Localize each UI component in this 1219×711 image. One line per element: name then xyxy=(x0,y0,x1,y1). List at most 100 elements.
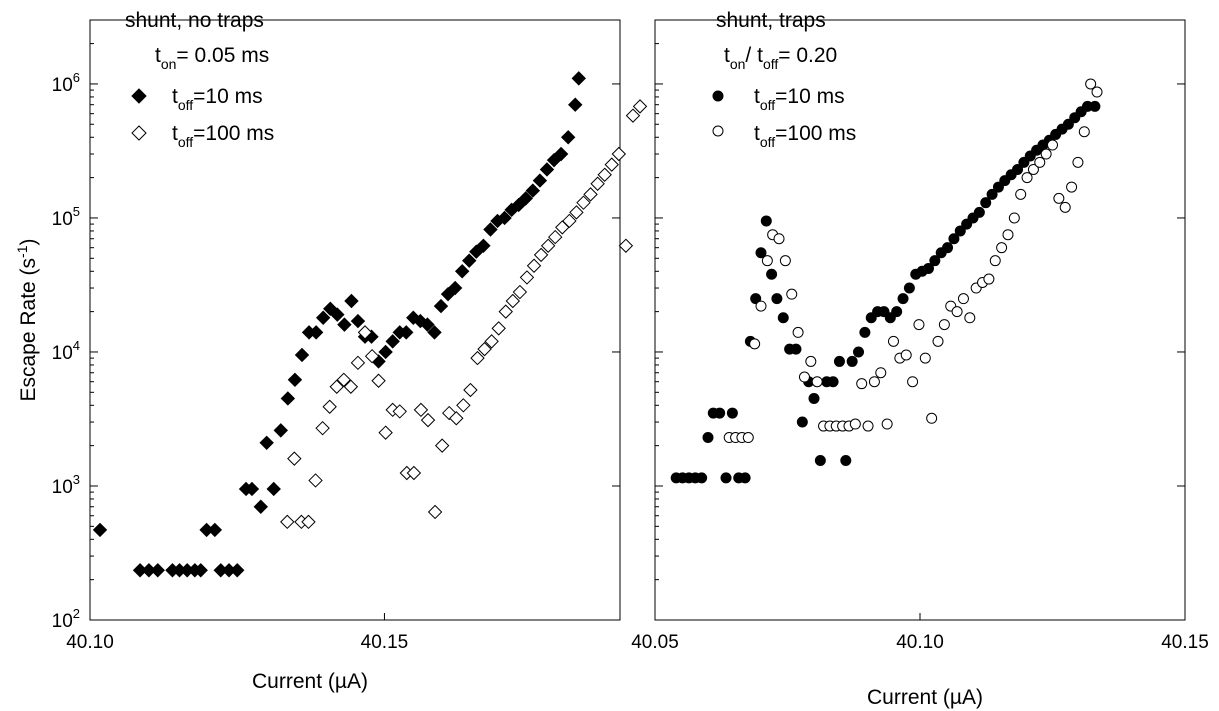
right-series-2-point xyxy=(856,378,868,390)
left-series-2-point xyxy=(548,229,563,245)
left-series-1-point xyxy=(454,264,470,279)
left-series-2-point xyxy=(420,412,436,428)
right-series-2-point xyxy=(907,376,919,388)
left-series-1-point xyxy=(323,301,338,316)
left-plot-frame xyxy=(89,19,621,621)
left-series-2-point xyxy=(505,293,521,309)
legend-diamond-filled-marker xyxy=(131,88,147,104)
left-series-2-point xyxy=(540,238,556,253)
right-series-1-point xyxy=(714,407,726,419)
left-series-1-point xyxy=(330,307,345,322)
left-series-2-point xyxy=(434,438,450,453)
right-series-1-point xyxy=(760,215,772,227)
right-series-2-point xyxy=(1015,188,1027,200)
left-series-1-point xyxy=(447,280,463,296)
legend-circle-open-marker xyxy=(712,125,724,137)
left-series-1-point xyxy=(385,334,400,349)
right-series-1-point xyxy=(853,346,865,358)
legend-circle-filled-marker xyxy=(712,90,724,102)
left-series-1-point xyxy=(497,210,512,226)
right-series-1-point xyxy=(1012,163,1024,175)
right-series-1-point xyxy=(1062,118,1074,130)
left-series-2-point xyxy=(470,350,485,366)
left-series-2-point xyxy=(463,382,478,398)
right-series-2-point xyxy=(1034,156,1046,168)
left-series-2-point xyxy=(392,404,407,419)
left-legend-item-2-label: toff=100 ms xyxy=(172,122,274,150)
left-series-1-point xyxy=(344,293,359,309)
left-x-tick-label: 40.15 xyxy=(361,632,409,653)
right-series-2-point xyxy=(875,367,887,379)
right-x-axis-label: Current (µA) xyxy=(867,686,983,709)
left-series-1-point xyxy=(337,317,352,332)
right-series-1-point xyxy=(755,247,767,259)
left-series-2-point xyxy=(357,325,373,340)
left-series-1-point xyxy=(539,162,555,177)
left-series-1-point xyxy=(462,253,477,268)
left-series-2-point xyxy=(371,373,386,388)
right-series-2-point xyxy=(811,376,823,388)
y-tick-label: 102 xyxy=(52,606,80,632)
right-x-tick-label: 40.15 xyxy=(1161,632,1209,653)
left-legend-title: shunt, no traps xyxy=(125,9,264,32)
left-series-2-point xyxy=(329,379,344,394)
right-series-2-point xyxy=(919,352,931,364)
right-series-2-point xyxy=(932,335,944,347)
left-series-1-point xyxy=(427,325,442,340)
right-series-2-point xyxy=(1053,192,1065,204)
left-series-1-point xyxy=(571,71,586,86)
left-series-2-point xyxy=(413,402,429,418)
y-axis-label: Escape Rate (s-1) xyxy=(14,238,40,401)
right-series-1-point xyxy=(942,242,954,254)
left-legend-item-1: toff=10 ms xyxy=(131,85,263,113)
right-series-2-point xyxy=(1059,201,1071,213)
right-legend-item-2-label: toff=100 ms xyxy=(754,122,856,150)
left-series-2-point xyxy=(449,411,464,426)
right-series-1-point xyxy=(948,233,960,245)
right-series-1-point xyxy=(833,355,845,367)
y-axis-label-exp: -1 xyxy=(14,245,30,258)
right-series-2-point xyxy=(792,326,804,338)
right-series-2-point xyxy=(1091,86,1103,98)
left-series-1-point xyxy=(150,563,165,578)
right-series-1-point xyxy=(790,343,802,355)
left-axes: 40.10 40.15 102 103 104 105 106 xyxy=(52,19,620,653)
left-series-2-point xyxy=(484,334,499,349)
left-series-2-point xyxy=(597,167,612,182)
right-series-2-point xyxy=(926,412,938,424)
right-series-2-point xyxy=(1021,172,1033,184)
left-series-2-point xyxy=(301,514,316,530)
left-series-2-point xyxy=(287,451,302,466)
left-series-2-point xyxy=(308,473,323,488)
right-series-2-point xyxy=(888,335,899,347)
left-series-1-point xyxy=(553,146,569,162)
right-series-1-point xyxy=(929,255,941,267)
right-series-1-point xyxy=(750,293,762,305)
right-series-1-point xyxy=(766,268,778,280)
right-series-1-point xyxy=(771,293,783,305)
right-series-1-point xyxy=(720,472,732,484)
right-series-1-point xyxy=(980,197,992,209)
y-tick-label: 103 xyxy=(52,472,80,498)
left-series-1-point xyxy=(259,435,274,451)
left-series-1-point xyxy=(518,191,533,206)
left-series-2-point xyxy=(526,258,542,273)
left-series-1-point xyxy=(287,372,303,388)
left-legend-param: ton= 0.05 ms xyxy=(155,44,269,72)
left-series-1-point xyxy=(273,423,289,438)
right-legend: shunt, traps ton/ toff= 0.20 toff=10 ms … xyxy=(712,9,856,150)
right-series-2-point xyxy=(1072,156,1084,168)
left-legend-item-1-label: toff=10 ms xyxy=(172,85,263,113)
right-series-2-point xyxy=(913,319,925,331)
right-series-2-point xyxy=(951,306,963,318)
left-series-1-point xyxy=(483,222,498,237)
right-legend-item-2: toff=100 ms xyxy=(712,122,856,150)
left-series-2-point xyxy=(562,213,577,229)
left-series-1-point xyxy=(568,97,583,112)
right-series-1-point xyxy=(954,225,966,237)
left-series-2-point xyxy=(519,270,535,285)
left-series-2-point xyxy=(343,379,359,394)
right-series-2-point xyxy=(1078,126,1090,138)
left-series-2-point xyxy=(583,187,598,202)
